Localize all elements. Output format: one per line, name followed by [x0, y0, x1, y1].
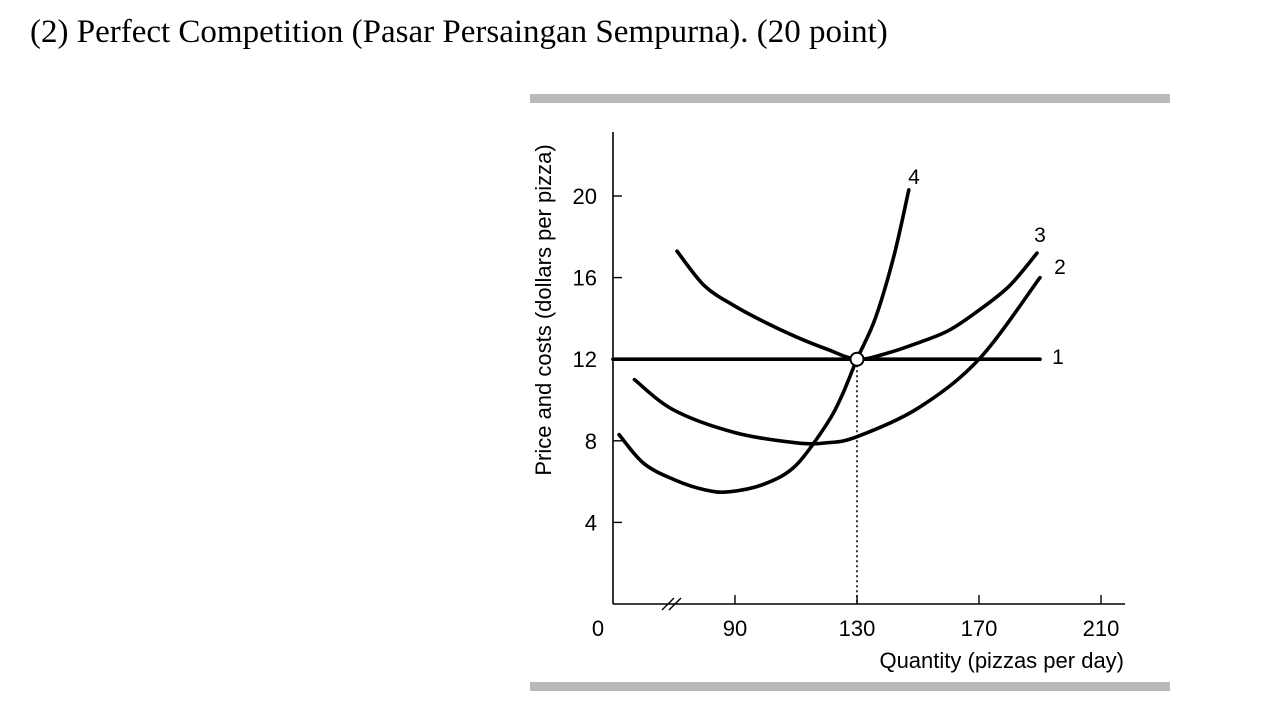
x-axis-label: Quantity (pizzas per day): [879, 648, 1124, 673]
axis-break-mark-1: [661, 597, 675, 611]
axis-break-mark-2: [668, 597, 682, 611]
x-tick-label: 130: [839, 616, 876, 641]
question-title: (2) Perfect Competition (Pasar Persainga…: [30, 14, 888, 50]
bottom-frame-bar: [530, 682, 1170, 691]
x-tick-label: 210: [1083, 616, 1120, 641]
curve-4: [617, 188, 911, 494]
top-frame-bar: [530, 94, 1170, 103]
y-tick-label: 8: [585, 429, 597, 454]
curve-label-1: 1: [1052, 346, 1064, 369]
curves: [611, 188, 1042, 494]
curve-label-4: 4: [908, 166, 920, 189]
marker-group: [849, 351, 865, 604]
curve-2: [632, 275, 1042, 446]
y-tick-label: 20: [573, 184, 597, 209]
y-tick-label: 4: [585, 510, 597, 535]
x-tick-label: 0: [592, 616, 604, 641]
x-tick-label: 90: [723, 616, 747, 641]
y-tick-label: 16: [573, 266, 597, 291]
curve-labels: 1 23 4: [908, 166, 1066, 369]
curve-label-2: 2: [1054, 256, 1066, 279]
y-axis-label: Price and costs (dollars per pizza): [531, 144, 556, 475]
x-tick-label: 170: [961, 616, 998, 641]
equilibrium-point: [849, 351, 865, 367]
curve-label-3: 3: [1034, 224, 1046, 247]
curve-3: [675, 249, 1039, 362]
y-tick-label: 12: [573, 347, 597, 372]
